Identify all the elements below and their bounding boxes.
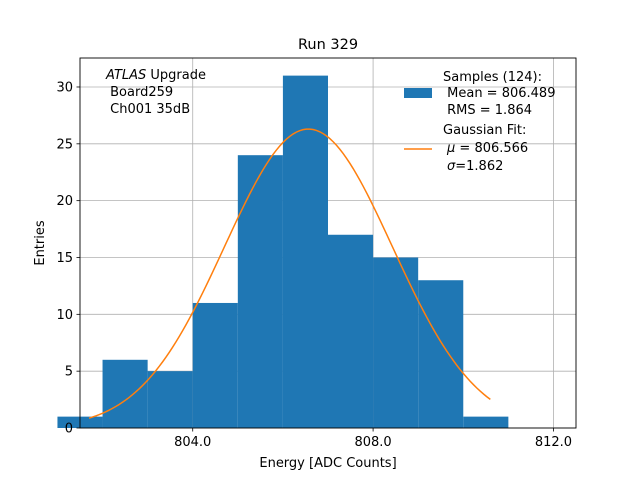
y-tick-label-4: 20 [56,194,73,209]
legend-samples-line-1: Samples (124): [443,70,542,85]
x-tick-label-0: 804.0 [174,435,211,450]
gaussian-fit-curve [88,128,491,419]
legend-fit-line-1: Gaussian Fit: [443,123,526,138]
atlas-annotation: ATLAS Upgrade Board259 Ch001 35dB [105,68,206,117]
legend-samples-line-2: Mean = 806.489 [443,86,555,101]
x-axis-label: Energy [ADC Counts] [259,456,396,471]
legend-samples-line-3: RMS = 1.864 [443,103,532,118]
histogram-bar-8 [418,280,464,428]
y-tick-label-6: 30 [56,80,73,95]
histogram-bar-9 [463,416,509,428]
histogram-bar-1 [102,359,148,428]
x-tick-label-2: 812.0 [535,435,572,450]
y-tick-label-3: 15 [56,251,73,266]
annotation-atlas-italic: ATLAS [105,68,146,83]
legend-mu-value: = 806.566 [455,141,528,156]
histogram-bars [57,75,509,428]
annotation-line-2: Board259 [106,85,173,100]
legend-fit-line-2: μ = 806.566 [446,141,528,156]
legend-fit-line-3: σ=1.862 [447,159,503,174]
legend-sigma-value: =1.862 [455,159,503,174]
histogram-bar-6 [328,234,374,428]
annotation-line-1: ATLAS Upgrade [105,68,206,83]
y-tick-label-0: 0 [65,422,73,437]
y-tick-label-2: 10 [56,308,73,323]
axis-ticks: 804.0 808.0 812.0 0 5 10 15 20 25 30 [56,80,572,450]
x-tick-label-1: 808.0 [354,435,391,450]
y-axis-label: Entries [33,220,48,266]
gaussian-fit [88,128,491,419]
histogram-bar-7 [373,257,419,428]
legend-sigma-symbol: σ [447,159,456,174]
histogram-bar-5 [282,75,328,428]
legend-mu-symbol: μ [446,141,455,156]
histogram-bar-2 [147,371,193,428]
annotation-line-3: Ch001 35dB [106,102,190,117]
histogram-bar-3 [192,302,238,428]
annotation-upgrade: Upgrade [146,68,206,83]
plot-frame [79,57,577,429]
y-tick-label-1: 5 [65,365,73,380]
chart-title: Run 329 [298,37,358,53]
plot-area: 804.0 808.0 812.0 0 5 10 15 20 25 30 [56,57,577,450]
legend: Samples (124): Mean = 806.489 RMS = 1.86… [404,70,555,174]
y-tick-label-5: 25 [56,137,73,152]
histogram-bar-4 [237,155,283,428]
legend-samples-swatch [404,88,432,98]
